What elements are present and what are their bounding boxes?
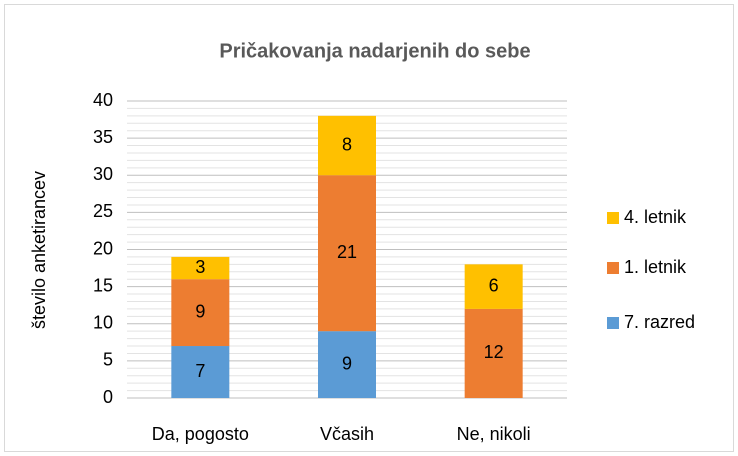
y-tick-label: 15 [93,275,113,295]
x-tick-label: Da, pogosto [152,424,249,444]
data-label: 8 [342,134,352,154]
legend-label: 1. letnik [624,257,687,277]
y-tick-label: 20 [93,238,113,258]
y-tick-label: 0 [103,387,113,407]
x-tick-label: Ne, nikoli [457,424,531,444]
data-label: 6 [489,275,499,295]
bar-segment [171,346,230,398]
legend-label: 4. letnik [624,207,687,227]
y-tick-label: 25 [93,201,113,221]
data-label: 3 [195,257,205,277]
bar-segment [464,264,523,309]
legend-label: 7. razred [624,312,695,332]
data-label: 9 [342,353,352,373]
data-label: 21 [337,242,357,262]
bar-segment [318,331,376,398]
y-tick-label: 40 [93,90,113,110]
x-tick-label: Včasih [320,424,374,444]
bar-segment [318,175,376,332]
legend-swatch [607,212,619,224]
y-tick-label: 5 [103,350,113,370]
data-label: 12 [484,342,504,362]
legend-swatch [607,317,619,329]
bar-segment [464,308,523,398]
y-tick-label: 35 [93,127,113,147]
y-axis-label: število anketirancev [29,171,49,329]
chart-title: Pričakovanja nadarjenih do sebe [219,40,530,62]
data-label: 9 [195,301,205,321]
y-tick-label: 10 [93,313,113,333]
bar-segment [318,115,376,176]
y-tick-label: 30 [93,164,113,184]
legend-swatch [607,262,619,274]
data-label: 7 [195,361,205,381]
bar-segment [171,279,230,347]
bar-segment [171,256,230,280]
